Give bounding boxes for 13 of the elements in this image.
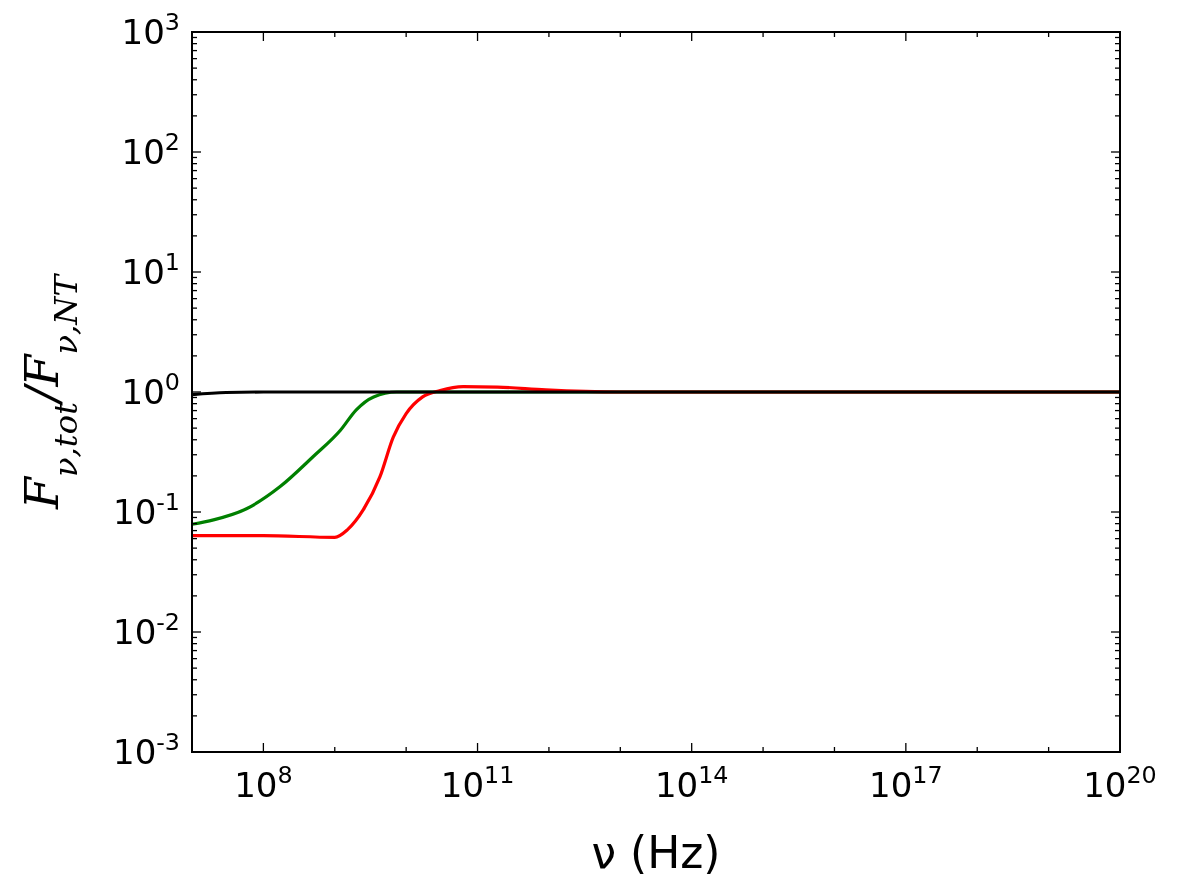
x-axis-title: ν (Hz) — [591, 827, 721, 878]
y-tick-label: 10$^{2}$ — [121, 128, 180, 172]
y-tick-label: 10$^{-1}$ — [113, 488, 180, 532]
x-tick-label: 10$^{8}$ — [234, 761, 293, 805]
y-tick-label: 10$^{-3}$ — [113, 728, 180, 772]
x-tick-label: 10$^{20}$ — [1083, 761, 1157, 805]
x-tick-label: 10$^{14}$ — [654, 761, 729, 805]
y-tick-label: 10$^{-2}$ — [113, 608, 180, 652]
y-tick-label: 10$^{3}$ — [121, 8, 180, 52]
x-tick-label: 10$^{17}$ — [869, 761, 943, 805]
y-tick-label: 10$^{1}$ — [121, 248, 180, 292]
x-tick-label: 10$^{11}$ — [440, 761, 515, 805]
y-tick-label: 10$^{0}$ — [121, 368, 180, 412]
